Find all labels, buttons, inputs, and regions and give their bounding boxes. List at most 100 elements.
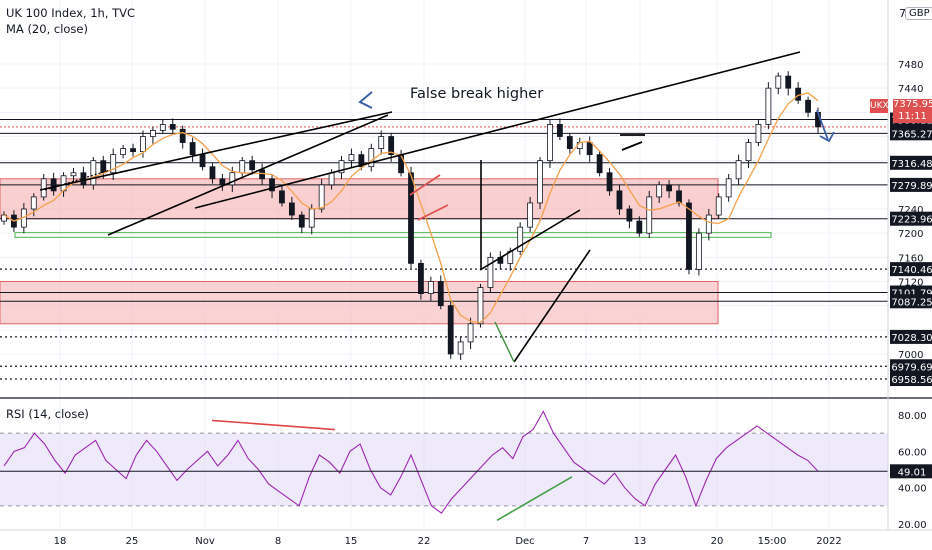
green-bottom-left [494,321,515,363]
candle-body-17 [169,124,176,130]
ma-label: MA (20, close) [6,22,88,36]
candle-body-40 [398,154,404,174]
price-level-label-7: 7087.25 [891,297,932,308]
candle-body-49 [487,256,494,288]
candle-body-52 [517,226,524,252]
y-tick-12: 7480 [898,60,923,71]
red-divergence-price-bottom [417,204,449,221]
candle-body-48 [477,287,484,325]
candle-body-79 [785,75,792,89]
x-tick-9: 20 [711,536,724,547]
symbol-tag: UKX [870,99,889,113]
price-level-label-9: 6979.69 [891,362,932,373]
wedge-upper [479,209,581,271]
candle-body-18 [179,128,186,143]
y-tick-6: 7240 [898,205,923,216]
candle-body-78 [775,75,782,89]
candle-body-20 [199,154,206,168]
candle-body-53 [527,202,534,228]
candle-body-12 [120,148,127,156]
candle-body-15 [150,130,156,137]
candle-body-77 [765,87,772,125]
price-level-tag-10 [890,372,932,387]
y-tick-4: 7160 [898,253,923,264]
currency-value: 7 [899,7,906,20]
candle-body-61 [606,172,613,192]
candle-body-45 [447,305,454,355]
trendline-lower-channel [107,114,389,236]
rsi-band-fill [0,433,888,506]
candle-body-24 [239,160,246,174]
candle-body-19 [189,142,196,156]
rsi-pane: 49.01 [0,410,932,522]
x-tick-0: 18 [54,536,67,547]
candle-body-36 [358,154,365,168]
arrow-down-icon [819,131,835,143]
x-tick-11: 2022 [816,536,841,547]
price-level-label-4: 7223.96 [891,215,932,226]
candle-body-11 [110,154,117,174]
x-tick-7: 7 [583,536,589,547]
candles [1,71,821,361]
countdown: 11:11 [898,111,927,122]
last-price-tag: 7375.95 11:11 [893,99,932,123]
candle-body-57 [566,136,573,149]
price-level-tag-7 [890,294,932,309]
rsi-y-tick-2: 60.00 [898,447,927,458]
chart-title: UK 100 Index, 1h, TVC [6,6,136,20]
x-tick-5: 22 [418,536,431,547]
candle-body-30 [298,214,305,228]
candle-body-25 [249,160,256,171]
rsi-y-tick-0: 20.00 [898,520,927,531]
y-tick-3: 7120 [898,278,923,289]
x-tick-4: 15 [345,536,358,547]
price-level-tag-4 [890,211,932,226]
flag-bottom [621,141,643,151]
trendline-upper-channel [39,111,393,191]
candle-body-66 [656,184,663,198]
candle-body-63 [626,208,633,222]
price-levels: 7388.117365.277316.487279.897223.967140.… [0,112,932,387]
candle-body-47 [467,323,474,343]
candle-body-10 [100,160,107,174]
candle-body-27 [269,178,275,192]
arrow-down-shaft [816,109,829,141]
price-level-label-5: 7140.46 [891,265,932,276]
currency-button[interactable]: GBP [905,7,932,20]
candle-body-7 [70,172,77,177]
zones [0,178,772,325]
candle-body-69 [686,202,692,270]
candle-body-5 [50,178,57,192]
green-support-band [14,231,772,238]
rsi-bearish-divergence [211,419,336,431]
price-level-tag-2 [890,155,932,170]
price-level-tag-3 [890,177,932,192]
trendline-long [194,51,801,209]
y-tick-5: 7200 [898,229,923,240]
candle-body-54 [537,160,543,204]
candle-body-22 [219,178,226,186]
candle-body-3 [30,196,37,210]
candle-body-28 [279,190,285,204]
candle-body-35 [348,154,355,162]
x-tick-8: 13 [634,536,647,547]
candle-body-29 [288,202,295,216]
candle-body-34 [338,160,345,174]
candle-body-9 [90,160,97,186]
x-tick-6: Dec [515,536,534,547]
price-level-label-8: 7028.30 [891,333,932,344]
price-level-label-3: 7279.89 [891,181,932,192]
candle-body-72 [715,196,722,216]
candle-body-68 [676,190,682,204]
annotation-false-break: False break higher [410,86,544,102]
price-level-label-1: 7365.27 [891,129,932,140]
lower-support-zone [0,281,719,325]
candle-body-55 [547,124,553,162]
candle-body-13 [130,148,136,153]
candle-body-14 [140,136,146,153]
ma-line [3,92,819,324]
candle-body-23 [229,172,236,186]
candle-body-67 [666,184,672,192]
price-level-tag-5 [890,262,932,277]
